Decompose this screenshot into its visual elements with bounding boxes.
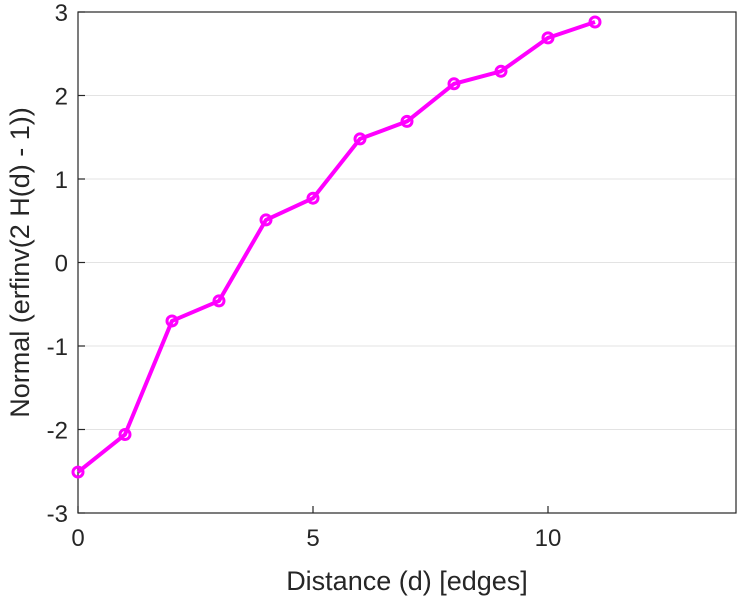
axis-ticks: -3 -2 -1 0 1 2 3 0 5 10 [47, 0, 562, 552]
data-point [541, 31, 555, 45]
data-point [212, 294, 226, 308]
y-tick-label: 0 [55, 251, 68, 278]
data-point [306, 191, 320, 205]
y-tick-label: 3 [55, 0, 68, 27]
data-point [588, 15, 602, 29]
x-tick-label: 5 [306, 525, 319, 552]
data-point [353, 132, 367, 146]
x-axis-label: Distance (d) [edges] [286, 566, 528, 596]
data-point [259, 213, 273, 227]
y-tick-label: 1 [55, 167, 68, 194]
grid-lines [78, 95, 736, 430]
y-axis-label: Normal (erfinv(2 H(d) - 1)) [5, 107, 35, 418]
y-tick-label: -2 [47, 418, 68, 445]
data-point [71, 465, 85, 479]
y-tick-label: -3 [47, 501, 68, 528]
data-point [447, 77, 461, 91]
series-line [76, 20, 596, 474]
data-point [400, 114, 414, 128]
data-point [494, 64, 508, 78]
x-tick-label: 10 [535, 525, 562, 552]
y-tick-label: -1 [47, 334, 68, 361]
series-layer [71, 15, 602, 479]
y-tick-label: 2 [55, 84, 68, 111]
data-point [165, 314, 179, 328]
x-tick-label: 0 [71, 525, 84, 552]
data-point [118, 428, 132, 442]
